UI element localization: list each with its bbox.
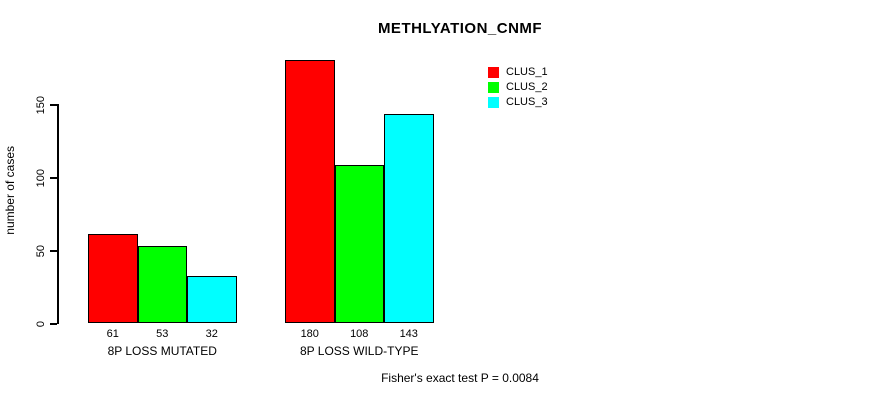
- legend-label: CLUS_1: [506, 66, 548, 78]
- bar-value-label: 108: [350, 328, 369, 340]
- bar-clus_3-2: [384, 114, 434, 323]
- bar-value-label: 53: [156, 328, 169, 340]
- y-axis-line: [57, 104, 59, 324]
- chart-title: METHLYATION_CNMF: [377, 20, 543, 37]
- y-axis-tick: [50, 250, 57, 252]
- bar-clus_2-1: [137, 245, 187, 323]
- legend-label: CLUS_2: [506, 81, 548, 93]
- legend-swatch-clus_3: [488, 96, 499, 108]
- stats-caption: Fisher's exact test P = 0.0084: [381, 371, 539, 385]
- bar-clus_2-2: [334, 165, 384, 323]
- bar-value-label: 61: [106, 328, 119, 340]
- bar-value-label: 180: [300, 328, 319, 340]
- x-category-label: 8P LOSS MUTATED: [107, 344, 217, 358]
- legend-row-clus_3: CLUS_3: [488, 96, 548, 108]
- y-axis-tick: [50, 323, 57, 325]
- bar-clus_1-2: [285, 60, 335, 323]
- legend-swatch-clus_2: [488, 81, 499, 93]
- y-axis-tick-label: 100: [35, 168, 47, 188]
- y-axis-tick-label: 50: [35, 244, 47, 258]
- legend: CLUS_1 CLUS_2 CLUS_3: [488, 66, 548, 108]
- bar-clus_3-1: [187, 276, 237, 323]
- legend-swatch-clus_1: [488, 66, 499, 78]
- y-axis-tick-label: 0: [35, 320, 47, 328]
- x-category-label: 8P LOSS WILD-TYPE: [300, 344, 419, 358]
- legend-label: CLUS_3: [506, 96, 548, 108]
- legend-row-clus_1: CLUS_1: [488, 66, 548, 78]
- bar-value-label: 143: [399, 328, 418, 340]
- legend-row-clus_2: CLUS_2: [488, 81, 548, 93]
- y-axis-tick: [50, 177, 57, 179]
- bar-clus_1-1: [88, 233, 138, 323]
- y-axis-tick: [50, 104, 57, 106]
- bar-value-label: 32: [205, 328, 218, 340]
- y-axis-tick-label: 150: [35, 95, 47, 115]
